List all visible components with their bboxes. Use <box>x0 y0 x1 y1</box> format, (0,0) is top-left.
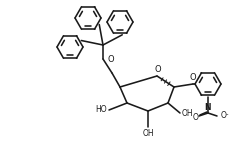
Text: O: O <box>193 112 199 122</box>
Text: HO: HO <box>95 106 107 115</box>
Text: OH: OH <box>142 129 154 138</box>
Text: O: O <box>107 54 114 63</box>
Text: -: - <box>226 111 228 117</box>
Text: N: N <box>205 103 211 112</box>
Text: OH: OH <box>182 108 194 118</box>
Text: O: O <box>190 73 196 82</box>
Text: O: O <box>155 65 161 74</box>
Text: O: O <box>221 111 227 120</box>
